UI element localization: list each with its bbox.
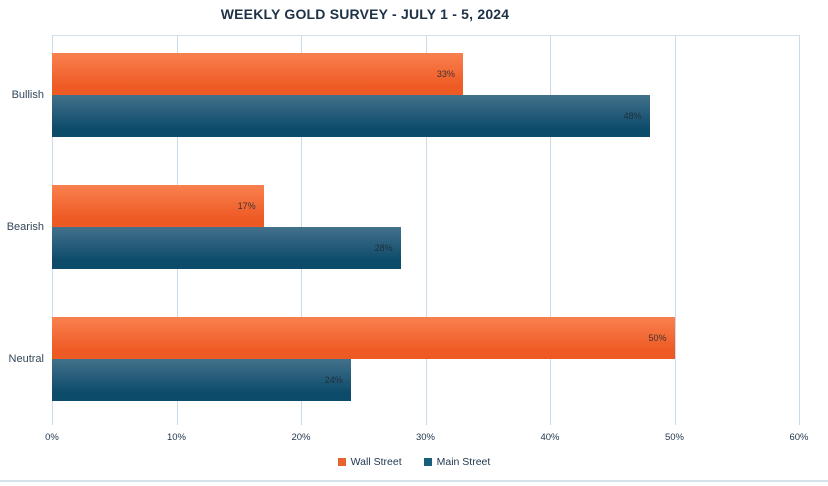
gridline — [674, 35, 676, 425]
legend-item-main-street: Main Street — [423, 456, 491, 468]
legend-swatch-icon — [423, 458, 432, 466]
x-tick-label: 30% — [415, 432, 436, 443]
x-tick-label: 40% — [540, 432, 560, 443]
legend-label: Wall Street — [350, 456, 402, 468]
bar-value-label: 50% — [648, 333, 667, 343]
x-axis: 0% 10% 20% 30% 40% 50% 60% — [0, 432, 828, 446]
bar-main-street-neutral: 24% — [52, 359, 351, 401]
legend-swatch-icon — [337, 458, 346, 466]
bar-value-label: 17% — [237, 201, 256, 211]
category-label-neutral: Neutral — [8, 353, 44, 365]
chart-title: WEEKLY GOLD SURVEY - JULY 1 - 5, 2024 — [220, 6, 510, 22]
bar-value-label: 33% — [436, 69, 455, 79]
legend-item-wall-street: Wall Street — [337, 456, 402, 468]
bar-wall-street-bullish: 33% — [52, 53, 463, 95]
gridline — [799, 35, 800, 425]
bar-main-street-bullish: 48% — [52, 95, 650, 137]
bar-main-street-bearish: 28% — [52, 227, 401, 269]
gridline — [425, 35, 427, 425]
legend: Wall Street Main Street — [0, 456, 828, 468]
x-tick-label: 0% — [45, 432, 59, 443]
bar-wall-street-bearish: 17% — [52, 185, 264, 227]
category-label-bullish: Bullish — [11, 89, 44, 101]
bottom-divider — [0, 480, 828, 482]
bar-value-label: 28% — [374, 243, 393, 253]
plot-area: 33% 48% 17% 28% 50% 24% — [52, 35, 800, 425]
bar-value-label: 48% — [623, 111, 642, 121]
legend-label: Main Street — [436, 456, 491, 468]
x-tick-label: 50% — [664, 432, 685, 443]
x-tick-label: 20% — [291, 432, 311, 443]
bar-wall-street-neutral: 50% — [52, 317, 675, 359]
category-label-bearish: Bearish — [6, 221, 44, 233]
gridline — [550, 35, 551, 425]
x-tick-label: 60% — [789, 432, 809, 443]
bar-value-label: 24% — [324, 375, 343, 385]
x-tick-label: 10% — [166, 432, 187, 443]
